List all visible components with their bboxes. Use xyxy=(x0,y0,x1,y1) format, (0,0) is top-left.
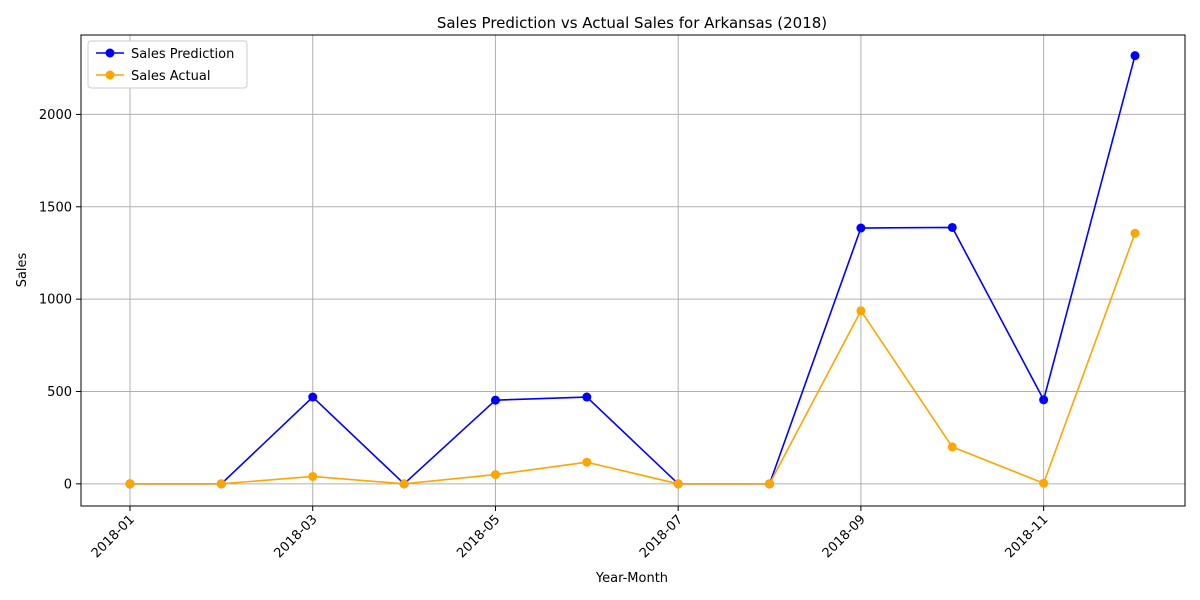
series-line-sales-actual xyxy=(130,232,1136,485)
data-point-sales-prediction xyxy=(1130,51,1140,61)
grid xyxy=(81,35,1185,506)
data-point-sales-actual xyxy=(125,479,135,489)
data-point-sales-actual xyxy=(765,479,775,489)
series-layer xyxy=(125,51,1140,489)
plot-frame xyxy=(80,34,1186,507)
series-line-sales-prediction xyxy=(130,55,1136,485)
data-point-sales-actual xyxy=(856,306,866,316)
data-point-sales-actual xyxy=(308,471,318,481)
data-point-sales-actual xyxy=(673,479,683,489)
legend-box xyxy=(87,40,248,89)
data-point-sales-actual xyxy=(947,442,957,452)
data-point-sales-actual xyxy=(216,479,226,489)
data-point-sales-actual xyxy=(1130,228,1140,238)
data-point-sales-prediction xyxy=(1039,395,1049,405)
legend-label-prediction: Sales Prediction xyxy=(131,47,234,62)
data-point-sales-actual xyxy=(582,457,592,467)
data-point-sales-actual xyxy=(1039,478,1049,488)
data-point-sales-prediction xyxy=(582,392,592,402)
y-tick-label: 1000 xyxy=(39,293,72,308)
y-tick-label: 500 xyxy=(47,385,72,400)
legend-label-actual: Sales Actual xyxy=(131,69,210,84)
data-point-sales-actual xyxy=(490,470,500,480)
chart-title: Sales Prediction vs Actual Sales for Ark… xyxy=(437,14,827,32)
data-point-sales-prediction xyxy=(490,395,500,405)
series-sales-actual xyxy=(125,228,1140,489)
legend: Sales Prediction Sales Actual xyxy=(87,40,248,89)
x-axis-label: Year-Month xyxy=(595,571,668,586)
data-point-sales-prediction xyxy=(856,223,866,233)
legend-marker-actual xyxy=(105,70,115,80)
legend-marker-prediction xyxy=(105,48,115,58)
y-axis-label: Sales xyxy=(15,252,30,287)
y-tick-label: 1500 xyxy=(39,200,72,215)
data-point-sales-actual xyxy=(399,479,409,489)
data-point-sales-prediction xyxy=(947,222,957,232)
y-tick-label: 2000 xyxy=(39,108,72,123)
y-tick-label: 0 xyxy=(64,477,72,492)
data-point-sales-prediction xyxy=(308,392,318,402)
